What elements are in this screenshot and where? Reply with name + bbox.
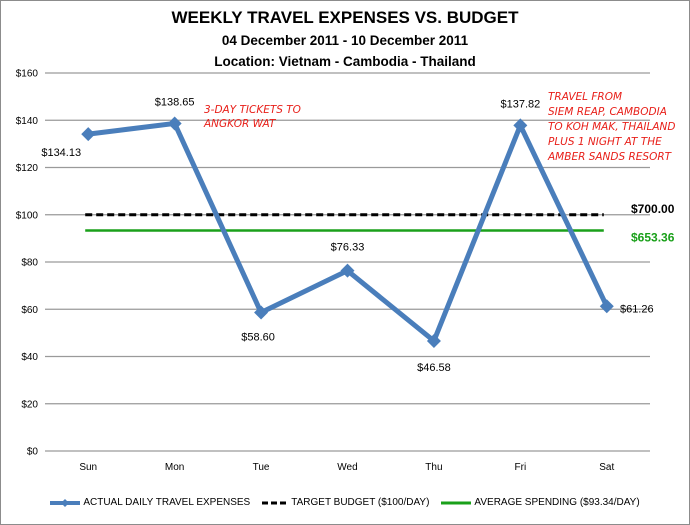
average-total-label: $653.36 — [631, 230, 675, 244]
legend-label-average: AVERAGE SPENDING ($93.34/DAY) — [474, 497, 640, 508]
data-point-diamond-icon — [426, 333, 441, 348]
legend-dashed-line-icon — [262, 501, 289, 504]
legend: ACTUAL DAILY TRAVEL EXPENSES TARGET BUDG… — [0, 497, 690, 508]
legend-item-target: TARGET BUDGET ($100/DAY) — [262, 497, 429, 508]
note-siem-reap-koh-mak: TRAVEL FROM — [548, 91, 622, 103]
data-label: $58.60 — [241, 332, 275, 344]
chart-subtitle-location: Location: Vietnam - Cambodia - Thailand — [214, 54, 476, 69]
y-tick-label: $80 — [21, 258, 38, 269]
data-label: $137.82 — [500, 98, 540, 110]
chart-subtitle-dates: 04 December 2011 - 10 December 2011 — [221, 33, 469, 48]
x-tick-label: Tue — [253, 462, 270, 473]
y-tick-label: $0 — [27, 447, 39, 458]
legend-label-target: TARGET BUDGET ($100/DAY) — [291, 497, 430, 508]
data-label: $46.58 — [417, 362, 451, 374]
data-point-diamond-icon — [254, 305, 269, 320]
x-tick-label: Sun — [79, 462, 97, 473]
note-angkor-wat: ANGKOR WAT — [203, 118, 277, 130]
legend-line-diamond-icon — [50, 498, 81, 507]
note-siem-reap-koh-mak: SIEM REAP, CAMBODIA — [548, 106, 667, 118]
note-angkor-wat: 3-DAY TICKETS TO — [204, 104, 301, 116]
data-point-diamond-icon — [599, 299, 614, 314]
legend-solid-line-icon — [441, 501, 472, 504]
data-label: $134.13 — [41, 147, 81, 159]
note-siem-reap-koh-mak: AMBER SANDS RESORT — [547, 151, 673, 163]
data-label: $61.26 — [620, 303, 654, 315]
chart-title: WEEKLY TRAVEL EXPENSES VS. BUDGET — [171, 8, 519, 27]
legend-item-average: AVERAGE SPENDING ($93.34/DAY) — [441, 497, 640, 508]
legend-item-actual: ACTUAL DAILY TRAVEL EXPENSES — [50, 497, 250, 508]
data-label: $138.65 — [155, 96, 195, 108]
y-tick-label: $60 — [21, 305, 38, 316]
note-siem-reap-koh-mak: PLUS 1 NIGHT AT THE — [548, 136, 662, 148]
y-tick-label: $40 — [21, 352, 38, 363]
x-tick-label: Mon — [165, 462, 184, 473]
note-siem-reap-koh-mak: TO KOH MAK, THAILAND — [548, 121, 675, 133]
x-tick-label: Wed — [337, 462, 357, 473]
y-tick-label: $20 — [21, 399, 38, 410]
x-tick-label: Sat — [599, 462, 614, 473]
y-tick-label: $140 — [16, 116, 39, 127]
data-point-diamond-icon — [81, 127, 96, 142]
target-total-label: $700.00 — [631, 202, 675, 216]
data-label: $76.33 — [331, 242, 365, 254]
data-point-diamond-icon — [513, 118, 528, 133]
x-tick-label: Fri — [515, 462, 527, 473]
x-tick-label: Thu — [425, 462, 442, 473]
data-point-diamond-icon — [340, 263, 355, 278]
data-point-diamond-icon — [167, 116, 182, 131]
y-tick-label: $120 — [16, 163, 39, 174]
legend-label-actual: ACTUAL DAILY TRAVEL EXPENSES — [83, 497, 251, 508]
y-tick-label: $100 — [16, 210, 39, 221]
y-tick-label: $160 — [16, 69, 39, 80]
actual-expenses-line — [87, 119, 610, 346]
